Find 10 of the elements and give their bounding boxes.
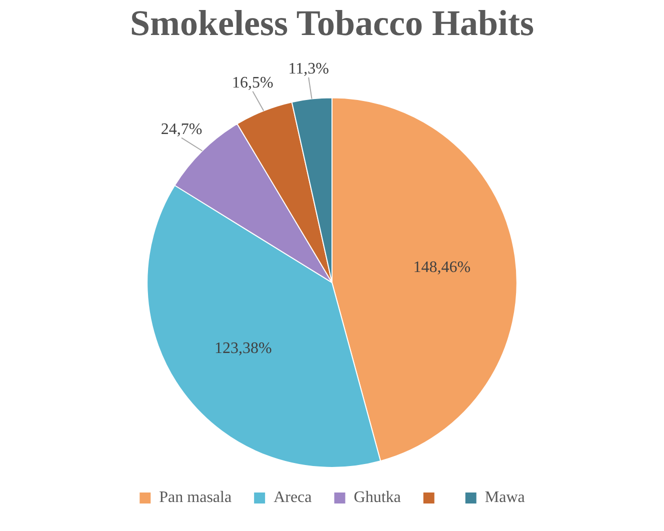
data-label: 148,46% bbox=[413, 259, 471, 276]
chart-title: Smokeless Tobacco Habits bbox=[130, 2, 534, 43]
data-label: 16,5% bbox=[232, 74, 274, 92]
legend-label: Ghutka bbox=[354, 489, 401, 506]
legend-label: Areca bbox=[274, 489, 312, 506]
data-label: 11,3% bbox=[288, 60, 329, 78]
data-label: 123,38% bbox=[214, 340, 272, 358]
legend-label: Pan masala bbox=[159, 489, 232, 506]
data-label: 24,7% bbox=[160, 120, 202, 138]
legend-label: Mawa bbox=[484, 489, 525, 506]
